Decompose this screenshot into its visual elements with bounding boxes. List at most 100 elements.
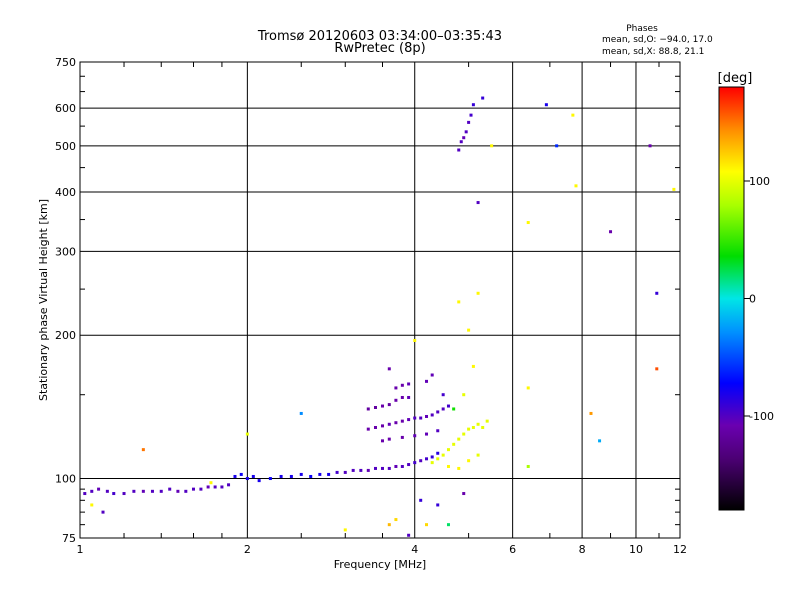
data-point: [471, 103, 475, 107]
data-point: [430, 413, 434, 417]
data-point: [436, 451, 440, 455]
data-point: [419, 498, 423, 502]
data-point: [526, 386, 530, 390]
data-point: [373, 466, 377, 470]
data-point: [141, 448, 145, 452]
data-point: [457, 466, 461, 470]
data-point: [544, 103, 548, 107]
data-point: [441, 407, 445, 411]
colorbar-tick-label: 0: [749, 293, 756, 306]
data-point: [462, 136, 466, 140]
data-point: [343, 528, 347, 532]
data-point: [462, 432, 466, 436]
y-tick-label: 200: [55, 329, 76, 342]
data-points: [83, 96, 676, 537]
data-point: [373, 406, 377, 410]
data-point: [132, 489, 136, 493]
data-point: [335, 470, 339, 474]
data-point: [430, 461, 434, 465]
data-point: [400, 464, 404, 468]
data-point: [574, 184, 578, 188]
data-point: [299, 411, 303, 415]
x-tick-label: 4: [411, 543, 418, 556]
data-point: [476, 201, 480, 205]
data-point: [206, 485, 210, 489]
data-point: [457, 300, 461, 304]
data-point: [394, 464, 398, 468]
data-point: [481, 96, 485, 100]
data-point: [407, 533, 411, 537]
data-point: [413, 416, 417, 420]
y-axis-ticks: 75 100 200 300 400 500 600 750: [55, 56, 680, 545]
data-point: [555, 144, 559, 148]
y-tick-label: 600: [55, 102, 76, 115]
data-point: [227, 483, 231, 487]
data-point: [648, 144, 652, 148]
data-point: [467, 459, 471, 463]
data-point: [289, 474, 293, 478]
data-point: [655, 291, 659, 295]
data-point: [366, 407, 370, 411]
data-point: [318, 472, 322, 476]
data-point: [199, 487, 203, 491]
data-point: [425, 432, 429, 436]
y-tick-label: 75: [62, 532, 76, 545]
data-point: [485, 419, 489, 423]
data-point: [441, 453, 445, 457]
x-tick-label: 2: [244, 543, 251, 556]
data-point: [380, 404, 384, 408]
grid-lines: [80, 62, 680, 538]
data-point: [446, 448, 450, 452]
data-point: [425, 523, 429, 527]
data-point: [526, 464, 530, 468]
data-point: [159, 489, 163, 493]
x-axis-label: Frequency [MHz]: [334, 558, 426, 571]
data-point: [430, 455, 434, 459]
legend-line-x: mean, sd,X: 88.8, 21.1: [602, 47, 704, 57]
data-point: [464, 130, 468, 134]
data-point: [380, 466, 384, 470]
data-point: [407, 463, 411, 467]
legend-line-o: mean, sd,O: −94.0, 17.0: [602, 35, 713, 45]
data-point: [413, 461, 417, 465]
data-point: [387, 437, 391, 441]
data-point: [467, 120, 471, 124]
x-axis-ticks: 1 2 4 6 8 10 12: [77, 62, 687, 556]
y-axis-label: Stationary phase Virtual Height [km]: [37, 199, 50, 401]
data-point: [366, 427, 370, 431]
data-point: [467, 328, 471, 332]
data-point: [452, 407, 456, 411]
data-point: [400, 435, 404, 439]
data-point: [436, 410, 440, 414]
data-point: [141, 489, 145, 493]
data-point: [351, 468, 355, 472]
data-point: [430, 373, 434, 377]
data-point: [97, 487, 101, 491]
data-point: [400, 419, 404, 423]
data-point: [419, 459, 423, 463]
data-point: [83, 492, 87, 496]
data-point: [245, 477, 249, 481]
y-tick-label: 400: [55, 186, 76, 199]
data-point: [101, 510, 105, 514]
data-point: [598, 439, 602, 443]
data-point: [407, 395, 411, 399]
colorbar-tick-label: -100: [749, 410, 774, 423]
x-tick-label: 10: [629, 543, 643, 556]
data-point: [655, 367, 659, 371]
data-point: [526, 221, 530, 225]
data-point: [184, 489, 188, 493]
data-point: [452, 442, 456, 446]
data-point: [327, 472, 331, 476]
data-point: [213, 485, 217, 489]
y-tick-label: 300: [55, 245, 76, 258]
plot-frame: [79, 61, 681, 539]
data-point: [343, 470, 347, 474]
data-point: [476, 453, 480, 457]
data-point: [168, 487, 172, 491]
data-point: [407, 382, 411, 386]
data-point: [471, 425, 475, 429]
data-point: [90, 489, 94, 493]
colorbar-tick-label: 100: [749, 175, 770, 188]
